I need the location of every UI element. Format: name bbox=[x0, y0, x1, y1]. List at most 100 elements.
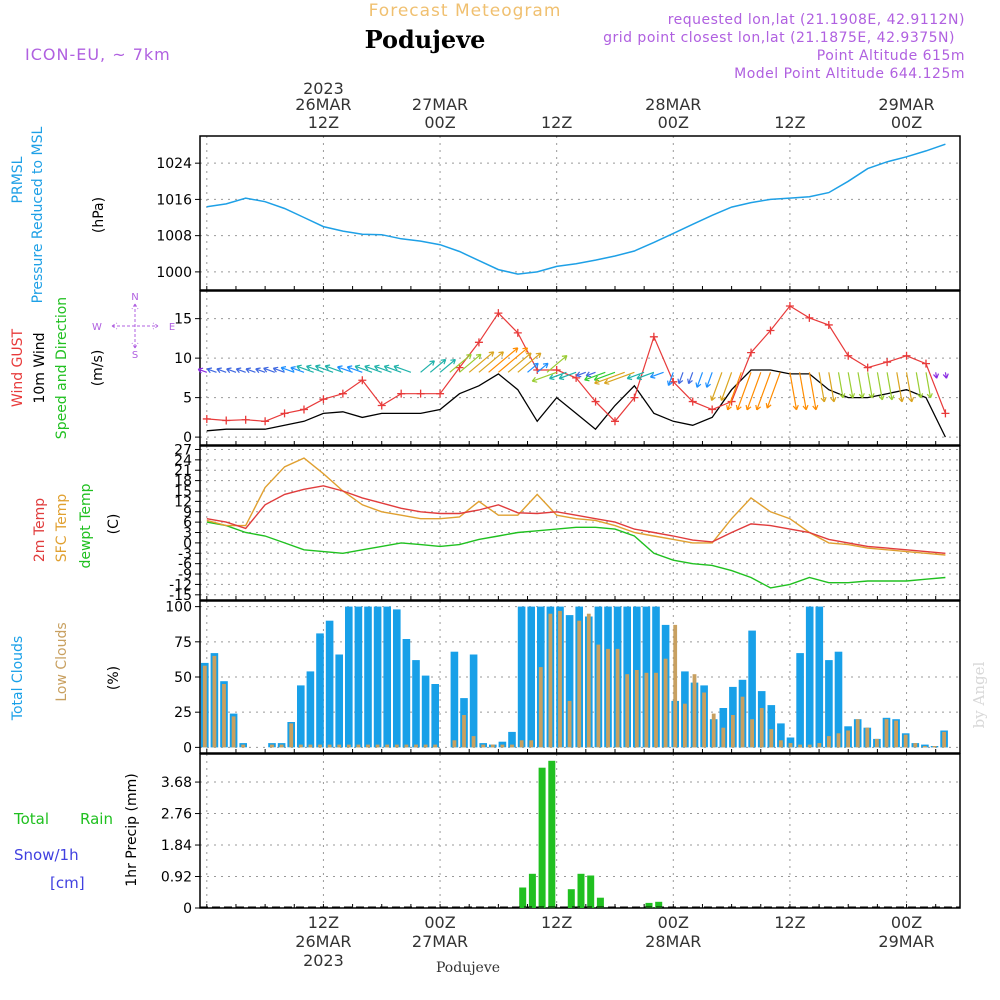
low-cloud-bar bbox=[567, 700, 572, 748]
wind-arrow bbox=[710, 372, 723, 401]
y-tick-label: 12 bbox=[174, 494, 192, 510]
low-cloud-bar bbox=[827, 736, 831, 748]
gust-marker bbox=[474, 338, 483, 347]
wind-arrow bbox=[905, 372, 915, 403]
precip-label-cm: [cm] bbox=[50, 874, 85, 892]
pressure-line bbox=[206, 143, 946, 275]
low-cloud-bar bbox=[308, 744, 313, 748]
low-cloud-bar bbox=[529, 740, 534, 748]
gust-marker bbox=[649, 332, 658, 341]
clouds-unit: (%) bbox=[106, 666, 122, 690]
low-cloud-bar bbox=[231, 716, 236, 748]
y-tick-label: 3.68 bbox=[161, 775, 192, 791]
gust-marker bbox=[261, 417, 270, 426]
total-cloud-bar bbox=[345, 606, 353, 748]
low-cloud-bar bbox=[846, 730, 850, 748]
forecast-title: Forecast Meteogram bbox=[369, 1, 562, 21]
y-tick-label: 15 bbox=[174, 312, 192, 328]
wind-arrow bbox=[383, 364, 402, 373]
gust-marker bbox=[241, 415, 250, 424]
wind-arrow bbox=[546, 355, 568, 373]
wind-arrow bbox=[695, 372, 704, 388]
precip-bar bbox=[645, 902, 653, 908]
low-cloud-bar bbox=[740, 696, 745, 748]
total-cloud-bar bbox=[815, 606, 824, 748]
gust-marker bbox=[747, 348, 756, 357]
wind-arrow bbox=[235, 367, 246, 374]
low-cloud-bar bbox=[779, 740, 783, 748]
low-cloud-bar bbox=[625, 674, 630, 748]
wind-arrow bbox=[808, 372, 819, 411]
precip-unit: 1hr Precip (mm) bbox=[124, 773, 140, 886]
wind-arrow bbox=[594, 371, 625, 385]
wind-arrow bbox=[374, 364, 392, 373]
y-tick-label: 2.76 bbox=[161, 807, 192, 823]
low-cloud-bar bbox=[471, 736, 476, 748]
total-cloud-bar bbox=[421, 675, 430, 748]
pressure-label-2: Pressure Reduced to MSL bbox=[30, 126, 46, 303]
wind-arrow bbox=[245, 367, 256, 374]
total-cloud-bar bbox=[354, 606, 363, 748]
wind-arrow bbox=[531, 371, 557, 383]
y-tick-label: -12 bbox=[169, 577, 192, 593]
low-cloud-bar bbox=[366, 744, 370, 748]
bottom-tick-hour: 12Z bbox=[774, 913, 805, 932]
low-cloud-bar bbox=[788, 743, 793, 748]
y-tick-label: 1008 bbox=[156, 229, 192, 245]
dewpoint-line bbox=[206, 521, 946, 589]
y-tick-label: 6 bbox=[183, 515, 192, 531]
compass-cross bbox=[111, 303, 159, 349]
gust-marker bbox=[280, 409, 289, 418]
y-tick-label: -9 bbox=[178, 567, 192, 583]
wind-arrow bbox=[459, 353, 482, 373]
low-cloud-bar bbox=[865, 727, 870, 748]
compass-n: N bbox=[131, 292, 138, 303]
low-cloud-bar bbox=[615, 648, 620, 748]
low-cloud-bar bbox=[241, 744, 246, 748]
wind-arrow bbox=[346, 365, 363, 373]
wind-arrow bbox=[558, 371, 577, 381]
low-cloud-bar bbox=[423, 744, 428, 748]
wind-arrow bbox=[420, 360, 435, 373]
low-cloud-bar bbox=[673, 624, 678, 748]
total-cloud-bar bbox=[527, 606, 535, 748]
top-tick-hour: 00Z bbox=[891, 113, 922, 132]
y-tick-label: 27 bbox=[174, 442, 192, 458]
low-cloud-bar bbox=[298, 744, 303, 748]
precip-bar bbox=[519, 887, 527, 908]
low-cloud-bar bbox=[404, 744, 409, 748]
low-cloud-bar bbox=[884, 719, 889, 748]
gust-marker bbox=[436, 389, 445, 398]
gust-marker bbox=[397, 389, 406, 398]
y-tick-label: 0 bbox=[183, 430, 192, 446]
compass-w: W bbox=[92, 322, 102, 333]
wind-arrow bbox=[306, 364, 324, 373]
compass-icon: N S W E bbox=[92, 292, 175, 361]
low-cloud-bar bbox=[356, 744, 361, 748]
y-tick-label: 9 bbox=[183, 505, 192, 521]
wind10-line bbox=[206, 369, 946, 438]
total-cloud-bar bbox=[383, 606, 391, 748]
low-cloud-bar bbox=[212, 655, 217, 748]
wind-arrow bbox=[315, 364, 334, 373]
wind-arrow bbox=[876, 372, 885, 401]
gust-marker bbox=[669, 377, 678, 386]
low-cloud-bar bbox=[202, 665, 207, 748]
wind-arrow bbox=[847, 372, 856, 399]
gust-marker bbox=[941, 409, 950, 418]
precip-bar bbox=[596, 897, 604, 908]
top-tick-date: 28MAR bbox=[645, 95, 701, 114]
wind-arrow bbox=[226, 367, 237, 374]
total-cloud-bar bbox=[777, 723, 785, 748]
low-cloud-bar bbox=[375, 744, 380, 748]
total-cloud-bar bbox=[498, 741, 507, 748]
gust-marker bbox=[513, 328, 522, 337]
gust-marker bbox=[883, 358, 892, 367]
gust-marker bbox=[416, 389, 425, 398]
bottom-tick-hour: 00Z bbox=[424, 913, 455, 932]
gust-marker bbox=[921, 359, 930, 368]
bottom-tick-date: 29MAR bbox=[878, 932, 934, 951]
y-tick-label: 100 bbox=[165, 600, 192, 616]
